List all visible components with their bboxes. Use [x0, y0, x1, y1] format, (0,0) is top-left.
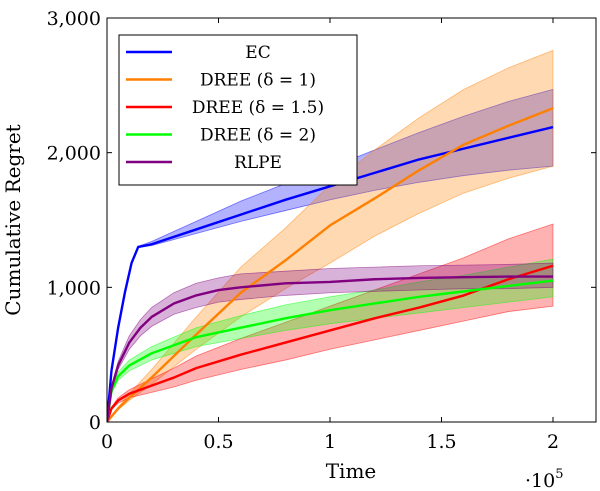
line-ec: [107, 125, 554, 422]
legend-label-dree-1: DREE (δ = 1): [200, 71, 316, 91]
y-tick-label: 1,000: [47, 277, 101, 299]
legend-label-ec: EC: [245, 43, 270, 63]
x-tick-label: 2: [547, 431, 559, 453]
plot-frame: [106, 17, 597, 423]
legend: EC DREE (δ = 1) DREE (δ = 1.5) DREE (δ = 2)…: [118, 34, 358, 186]
legend-label-rlpe: RLPE: [234, 153, 282, 173]
x-tick-label: 1: [324, 431, 336, 453]
line-dree-2: [107, 279, 554, 422]
line-rlpe: [107, 275, 553, 422]
x-tick-label: 0.5: [203, 431, 233, 453]
legend-label-dree-2: DREE (δ = 2): [200, 126, 316, 146]
x-tick-label: 1.5: [426, 431, 456, 453]
x-axis-ticks: 0 0.5 1 1.5 2: [101, 18, 559, 453]
series-lines: [107, 107, 554, 422]
y-tick-label: 2,000: [47, 143, 101, 165]
y-axis-label: Cumulative Regret: [1, 124, 25, 315]
x-axis-multiplier: ·105: [525, 467, 564, 491]
line-dree-1-5: [107, 264, 554, 422]
y-axis-ticks: 0 1,000 2,000 3,000: [47, 8, 596, 434]
x-multiplier-exponent: 5: [555, 467, 563, 482]
line-dree-1: [107, 107, 554, 422]
x-tick-label: 0: [101, 431, 113, 453]
legend-box: [118, 34, 358, 186]
x-axis-label: Time: [326, 459, 377, 483]
x-multiplier-base: ·10: [525, 470, 555, 491]
legend-label-dree-1-5: DREE (δ = 1.5): [192, 98, 324, 118]
y-tick-label: 0: [89, 412, 101, 434]
y-tick-label: 3,000: [47, 8, 101, 30]
